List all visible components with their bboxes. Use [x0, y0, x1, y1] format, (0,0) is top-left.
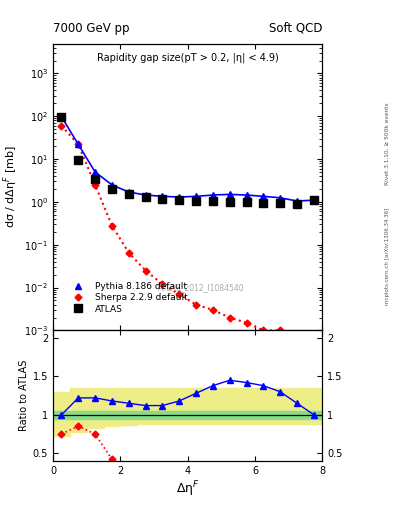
Sherpa 2.2.9 default: [261, 327, 266, 333]
Sherpa 2.2.9 default: [76, 141, 81, 147]
Line: Sherpa 2.2.9 default: Sherpa 2.2.9 default: [59, 123, 316, 343]
Text: Soft QCD: Soft QCD: [269, 22, 322, 35]
Text: Rivet 3.1.10, ≥ 500k events: Rivet 3.1.10, ≥ 500k events: [385, 102, 389, 185]
ATLAS: [278, 200, 283, 206]
Text: 7000 GeV pp: 7000 GeV pp: [53, 22, 130, 35]
Sherpa 2.2.9 default: [312, 337, 316, 343]
Sherpa 2.2.9 default: [211, 307, 215, 313]
ATLAS: [160, 196, 165, 202]
ATLAS: [127, 191, 131, 198]
Pythia 8.186 default: [110, 182, 114, 188]
Sherpa 2.2.9 default: [295, 331, 299, 337]
Line: Pythia 8.186 default: Pythia 8.186 default: [59, 114, 317, 204]
Pythia 8.186 default: [59, 114, 64, 120]
Sherpa 2.2.9 default: [93, 182, 97, 188]
X-axis label: Δη$^F$: Δη$^F$: [176, 480, 200, 499]
Text: mcplots.cern.ch [arXiv:1306.34 36]: mcplots.cern.ch [arXiv:1306.34 36]: [385, 207, 389, 305]
ATLAS: [194, 198, 198, 204]
ATLAS: [110, 186, 114, 192]
Pythia 8.186 default: [177, 194, 182, 200]
Sherpa 2.2.9 default: [143, 267, 148, 273]
Sherpa 2.2.9 default: [278, 327, 283, 333]
ATLAS: [211, 198, 215, 204]
Text: Rapidity gap size(pT > 0.2, |η| < 4.9): Rapidity gap size(pT > 0.2, |η| < 4.9): [97, 52, 279, 62]
Pythia 8.186 default: [261, 193, 266, 199]
Pythia 8.186 default: [76, 141, 81, 147]
ATLAS: [93, 176, 97, 182]
ATLAS: [59, 114, 64, 120]
ATLAS: [295, 201, 299, 207]
ATLAS: [244, 199, 249, 205]
Pythia 8.186 default: [228, 191, 232, 198]
Sherpa 2.2.9 default: [110, 223, 114, 229]
Pythia 8.186 default: [211, 192, 215, 198]
ATLAS: [76, 157, 81, 163]
Text: ATLAS_2012_I1084540: ATLAS_2012_I1084540: [158, 283, 244, 292]
Sherpa 2.2.9 default: [228, 314, 232, 321]
Pythia 8.186 default: [93, 169, 97, 175]
Pythia 8.186 default: [194, 193, 198, 199]
Sherpa 2.2.9 default: [127, 250, 131, 256]
Sherpa 2.2.9 default: [177, 291, 182, 297]
Line: ATLAS: ATLAS: [58, 113, 318, 208]
Y-axis label: Ratio to ATLAS: Ratio to ATLAS: [18, 360, 29, 431]
Pythia 8.186 default: [127, 189, 131, 195]
ATLAS: [261, 200, 266, 206]
Pythia 8.186 default: [244, 192, 249, 198]
Pythia 8.186 default: [312, 197, 316, 203]
Legend: Pythia 8.186 default, Sherpa 2.2.9 default, ATLAS: Pythia 8.186 default, Sherpa 2.2.9 defau…: [66, 279, 191, 317]
Pythia 8.186 default: [278, 195, 283, 201]
Sherpa 2.2.9 default: [59, 123, 64, 129]
Pythia 8.186 default: [160, 193, 165, 199]
Pythia 8.186 default: [295, 198, 299, 204]
Sherpa 2.2.9 default: [194, 302, 198, 308]
ATLAS: [312, 197, 316, 203]
Pythia 8.186 default: [143, 192, 148, 198]
Sherpa 2.2.9 default: [244, 320, 249, 326]
ATLAS: [177, 197, 182, 203]
ATLAS: [143, 194, 148, 200]
Y-axis label: dσ / dΔη$^F$ [mb]: dσ / dΔη$^F$ [mb]: [2, 145, 20, 228]
Sherpa 2.2.9 default: [160, 281, 165, 287]
ATLAS: [228, 199, 232, 205]
